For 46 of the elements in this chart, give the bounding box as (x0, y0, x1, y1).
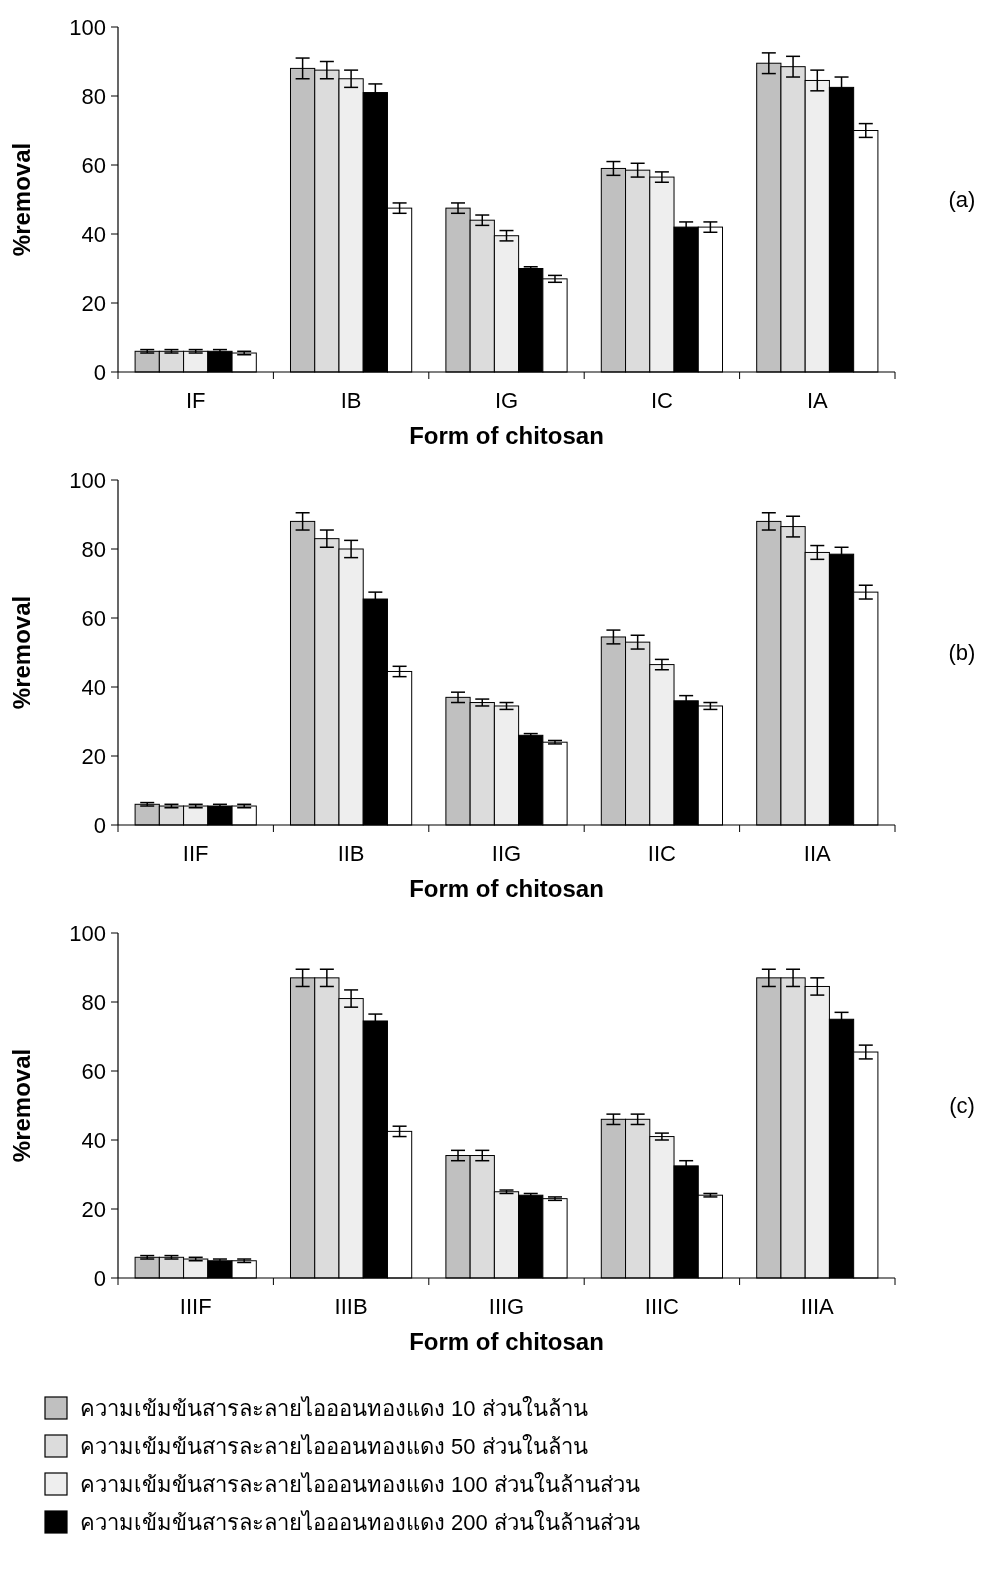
x-tick-label: IIA (803, 841, 832, 866)
x-axis-title: Form of chitosan (409, 875, 604, 902)
x-tick-label: IF (185, 388, 206, 413)
x-tick-label: IIG (491, 841, 522, 866)
legend-label: ความเข้มข้นสารละลายไอออนทองแดง 200 ส่วนในล้านส่วน (80, 1509, 640, 1535)
text: (b) (948, 640, 976, 665)
y-tick-label: 20 (81, 290, 106, 316)
y-tick-label: 60 (81, 605, 106, 631)
x-tick-label: IIF (182, 841, 209, 866)
y-axis-title: %removal (8, 595, 35, 710)
y-tick-label: 40 (81, 221, 106, 247)
y-tick-label: 100 (69, 920, 106, 946)
x-tick-label: IIIG (488, 1294, 525, 1319)
text: (c) (949, 1093, 975, 1118)
x-tick-label: IG (494, 388, 519, 413)
y-tick-label: 20 (81, 1196, 106, 1222)
x-tick-label: IB (340, 388, 362, 413)
y-axis-title: %removal (8, 1048, 35, 1163)
y-tick-label: 100 (69, 467, 106, 493)
legend-label: ความเข้มข้นสารละลายไอออนทองแดง 50 ส่วนในล้าน (80, 1433, 588, 1459)
y-tick-label: 80 (81, 83, 106, 109)
x-tick-label: IIIC (644, 1294, 680, 1319)
y-tick-label: 80 (81, 536, 106, 562)
x-tick-label: IIIF (179, 1294, 212, 1319)
y-tick-label: 60 (81, 1058, 106, 1084)
y-tick-label: 20 (81, 743, 106, 769)
x-tick-label: IIB (337, 841, 365, 866)
text: (a) (948, 187, 976, 212)
x-axis-title: Form of chitosan (409, 1328, 604, 1355)
x-axis-title: Form of chitosan (409, 422, 604, 449)
y-tick-label: 60 (81, 152, 106, 178)
x-tick-label: IC (650, 388, 674, 413)
x-tick-label: IA (806, 388, 829, 413)
y-tick-label: 0 (93, 359, 106, 385)
y-tick-label: 100 (69, 14, 106, 40)
y-axis-title: %removal (8, 142, 35, 257)
y-tick-label: 80 (81, 989, 106, 1015)
legend-label: ความเข้มข้นสารละลายไอออนทองแดง 10 ส่วนในล้าน (80, 1395, 588, 1421)
y-tick-label: 40 (81, 1127, 106, 1153)
x-tick-label: IIC (647, 841, 677, 866)
y-tick-label: 0 (93, 1265, 106, 1291)
y-tick-label: 0 (93, 812, 106, 838)
legend-label: ความเข้มข้นสารละลายไอออนทองแดง 100 ส่วนในล้านส่วน (80, 1471, 640, 1497)
x-tick-label: IIIB (334, 1294, 368, 1319)
y-tick-label: 40 (81, 674, 106, 700)
x-tick-label: IIIA (800, 1294, 835, 1319)
